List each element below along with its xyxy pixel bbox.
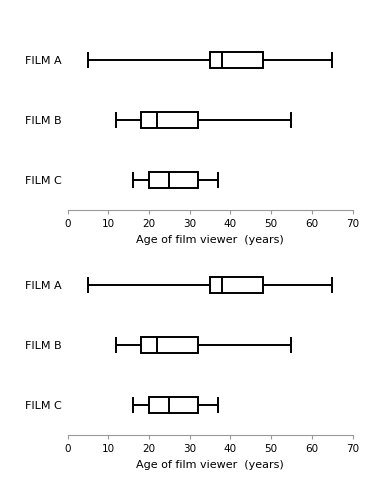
- X-axis label: Age of film viewer  (years): Age of film viewer (years): [136, 460, 284, 469]
- Bar: [141, 112, 198, 128]
- X-axis label: Age of film viewer  (years): Age of film viewer (years): [136, 234, 284, 244]
- Bar: [141, 336, 198, 353]
- Bar: [149, 396, 198, 413]
- Bar: [210, 52, 263, 68]
- Bar: [149, 172, 198, 188]
- Bar: [210, 276, 263, 293]
